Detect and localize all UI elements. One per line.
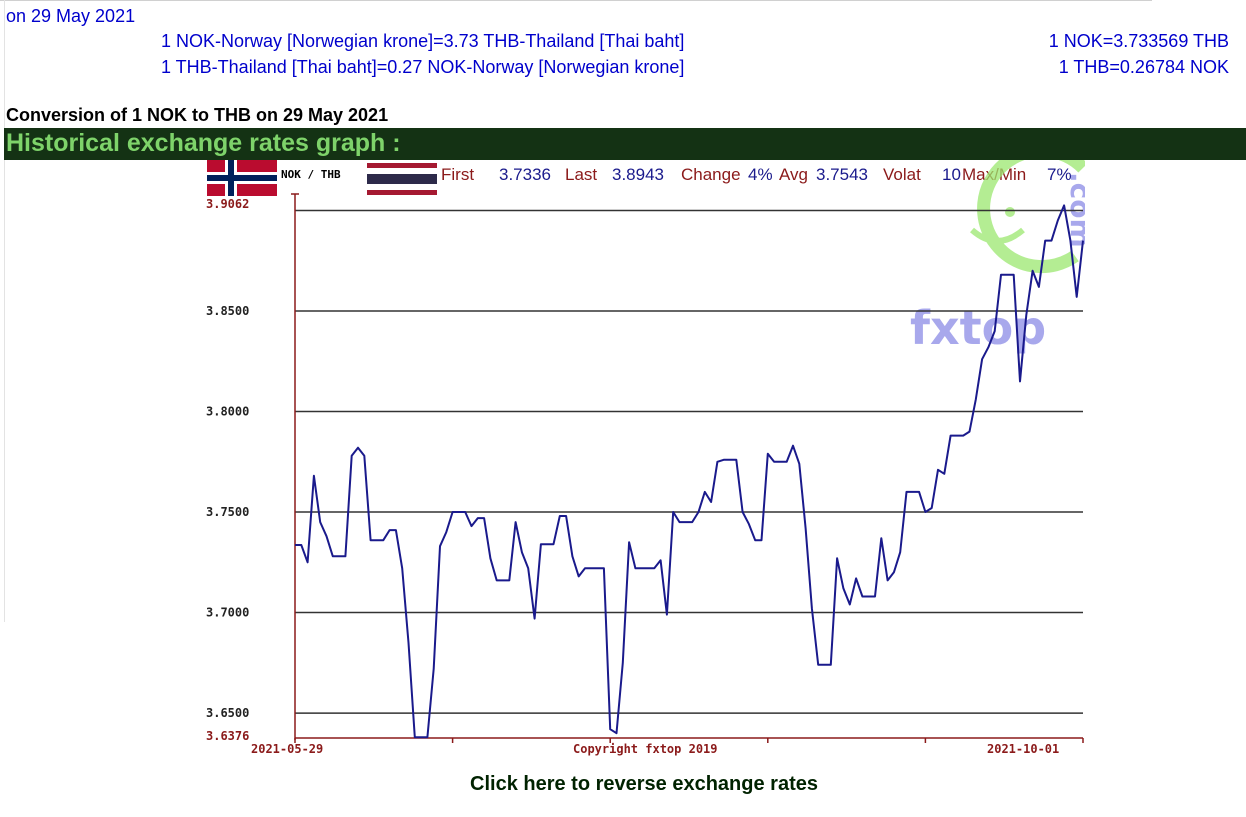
- rate-nok-to-thb: 1 NOK-Norway [Norwegian krone]=3.73 THB-…: [161, 31, 685, 51]
- stat-first-label: First: [441, 165, 474, 184]
- rate-nok-to-thb-exact: 1 NOK=3.733569 THB: [1048, 31, 1229, 51]
- reverse-rates-link[interactable]: Click here to reverse exchange rates: [470, 773, 818, 795]
- y-tick-label-4: 3.7000: [206, 606, 249, 620]
- y-tick-label-5: 3.6500: [206, 706, 249, 720]
- rate-thb-to-nok: 1 THB-Thailand [Thai baht]=0.27 NOK-Norw…: [161, 57, 685, 77]
- stat-first-value: 3.7336: [499, 165, 551, 184]
- y-tick-label-1: 3.8500: [206, 304, 249, 318]
- x-label-end: 2021-10-01: [987, 742, 1059, 756]
- historical-header-bar: [4, 128, 1246, 160]
- fxtop-logo: fxtop .com: [910, 160, 1085, 355]
- y-tick-label-3: 3.7500: [206, 505, 249, 519]
- thailand-flag-icon: [367, 162, 437, 196]
- rate-thb-to-nok-exact: 1 THB=0.26784 NOK: [1058, 57, 1229, 77]
- stat-volat-value: 10: [942, 165, 961, 184]
- chart-grid: [295, 209, 1083, 714]
- rate-date: on 29 May 2021: [6, 6, 136, 26]
- rate-series-line: [295, 204, 1084, 739]
- stat-avg-label: Avg: [779, 165, 808, 184]
- left-divider: [4, 0, 5, 622]
- y-tick-label-0: 3.9062: [206, 197, 249, 211]
- y-axis-ticks: 3.9062 3.8500 3.8000 3.7500 3.7000 3.6500 3.63…: [206, 197, 249, 743]
- y-tick-label-6: 3.6376: [206, 729, 249, 743]
- stat-maxmin-value: 7%: [1047, 165, 1072, 184]
- stat-change-value: 4%: [748, 165, 773, 184]
- y-tick-label-2: 3.8000: [206, 405, 249, 419]
- conversion-title: Conversion of 1 NOK to THB on 29 May 202…: [6, 105, 389, 125]
- stat-volat-label: Volat: [883, 165, 921, 184]
- x-label-start: 2021-05-29: [251, 742, 323, 756]
- chart-copyright: Copyright fxtop 2019: [573, 742, 718, 756]
- top-divider: [0, 0, 1152, 1]
- stat-last-label: Last: [565, 165, 597, 184]
- exchange-rate-chart: NOK / THB First 3.7336 Last 3.8943 Chang…: [206, 160, 1085, 756]
- currency-pair-label: NOK / THB: [281, 168, 341, 181]
- norway-flag-icon: [207, 160, 277, 196]
- stat-change-label: Change: [681, 165, 741, 184]
- historical-title: Historical exchange rates graph :: [6, 129, 401, 157]
- stat-avg-value: 3.7543: [816, 165, 868, 184]
- stat-last-value: 3.8943: [612, 165, 664, 184]
